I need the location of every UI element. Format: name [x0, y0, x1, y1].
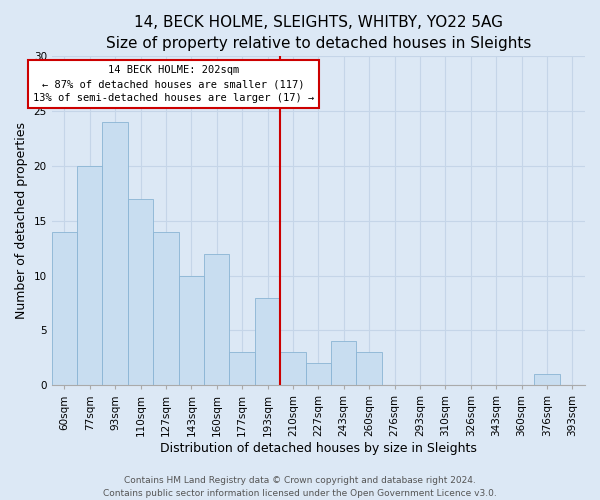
Text: 14 BECK HOLME: 202sqm
← 87% of detached houses are smaller (117)
13% of semi-det: 14 BECK HOLME: 202sqm ← 87% of detached …	[33, 65, 314, 103]
Bar	[331, 342, 356, 386]
Bar	[103, 122, 128, 386]
Y-axis label: Number of detached properties: Number of detached properties	[15, 122, 28, 320]
Bar	[229, 352, 255, 386]
Bar	[52, 232, 77, 386]
Bar	[153, 232, 179, 386]
Bar	[179, 276, 204, 386]
Title: 14, BECK HOLME, SLEIGHTS, WHITBY, YO22 5AG
Size of property relative to detached: 14, BECK HOLME, SLEIGHTS, WHITBY, YO22 5…	[106, 15, 531, 51]
Bar	[204, 254, 229, 386]
Bar	[255, 298, 280, 386]
Bar	[534, 374, 560, 386]
Bar	[280, 352, 305, 386]
Bar	[356, 352, 382, 386]
Bar	[305, 364, 331, 386]
Bar	[77, 166, 103, 386]
X-axis label: Distribution of detached houses by size in Sleights: Distribution of detached houses by size …	[160, 442, 477, 455]
Bar	[128, 199, 153, 386]
Text: Contains HM Land Registry data © Crown copyright and database right 2024.
Contai: Contains HM Land Registry data © Crown c…	[103, 476, 497, 498]
